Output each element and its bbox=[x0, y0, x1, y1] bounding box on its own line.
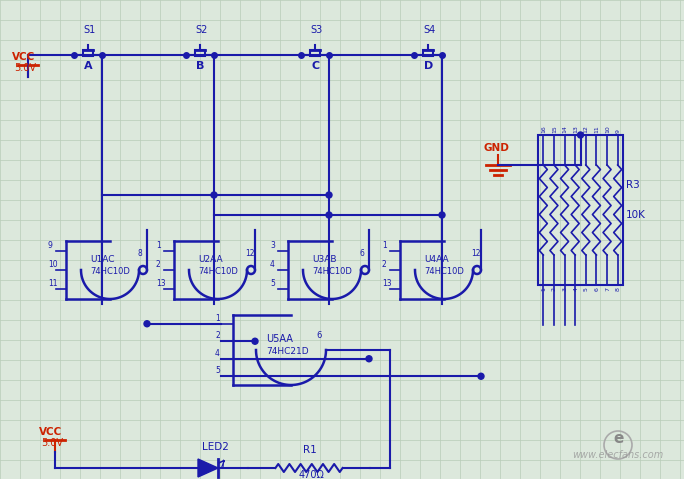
Text: U2AA: U2AA bbox=[198, 255, 222, 264]
Text: 1: 1 bbox=[541, 287, 547, 291]
Text: A: A bbox=[84, 61, 92, 71]
Text: 10K: 10K bbox=[626, 209, 646, 219]
Text: 3: 3 bbox=[562, 287, 568, 291]
Text: 5: 5 bbox=[270, 279, 275, 288]
Text: 74HC10D: 74HC10D bbox=[312, 267, 352, 276]
Text: 12: 12 bbox=[584, 125, 589, 133]
Text: 8: 8 bbox=[616, 287, 620, 291]
Text: VCC: VCC bbox=[39, 427, 62, 437]
Text: VCC: VCC bbox=[12, 52, 36, 62]
Text: LED2: LED2 bbox=[202, 442, 229, 452]
Text: 3: 3 bbox=[270, 240, 275, 250]
Text: 11: 11 bbox=[48, 279, 57, 288]
Circle shape bbox=[439, 212, 445, 218]
Text: 74HC10D: 74HC10D bbox=[198, 267, 238, 276]
Bar bbox=[195, 50, 205, 56]
Text: R3: R3 bbox=[626, 180, 640, 190]
Text: U5AA: U5AA bbox=[266, 334, 293, 344]
Text: 5.0V: 5.0V bbox=[14, 63, 36, 73]
Bar bbox=[538, 135, 623, 285]
Text: 13: 13 bbox=[382, 279, 392, 288]
Polygon shape bbox=[198, 459, 218, 477]
Text: 12: 12 bbox=[245, 249, 254, 258]
Text: 4: 4 bbox=[270, 260, 275, 269]
Text: 12: 12 bbox=[471, 249, 480, 258]
Text: 7: 7 bbox=[605, 287, 610, 291]
Text: 10: 10 bbox=[48, 260, 57, 269]
Bar bbox=[83, 50, 93, 56]
Circle shape bbox=[211, 192, 217, 198]
Text: 5.0V: 5.0V bbox=[41, 438, 63, 448]
Text: S4: S4 bbox=[423, 25, 435, 35]
Text: S3: S3 bbox=[310, 25, 322, 35]
Text: 1: 1 bbox=[382, 240, 386, 250]
Circle shape bbox=[478, 373, 484, 379]
Text: 6: 6 bbox=[594, 287, 599, 291]
Text: 6: 6 bbox=[316, 331, 321, 340]
Text: e: e bbox=[613, 431, 623, 446]
Text: 9: 9 bbox=[48, 240, 53, 250]
Text: 74HC10D: 74HC10D bbox=[90, 267, 130, 276]
Text: 8: 8 bbox=[137, 249, 142, 258]
Bar bbox=[423, 50, 433, 56]
Text: 2: 2 bbox=[382, 260, 386, 269]
Text: 11: 11 bbox=[594, 125, 599, 133]
Text: 1: 1 bbox=[215, 314, 220, 323]
Text: 13: 13 bbox=[573, 125, 578, 133]
Text: 2: 2 bbox=[156, 260, 161, 269]
Text: D: D bbox=[424, 61, 433, 71]
Circle shape bbox=[144, 321, 150, 327]
Text: S1: S1 bbox=[83, 25, 95, 35]
Text: R1: R1 bbox=[303, 445, 317, 455]
Circle shape bbox=[577, 132, 583, 138]
Text: www.elecfans.com: www.elecfans.com bbox=[572, 450, 663, 460]
Text: 5: 5 bbox=[215, 366, 220, 375]
Text: 470Ω: 470Ω bbox=[299, 470, 325, 479]
Text: GND: GND bbox=[484, 143, 510, 153]
Text: 74HC10D: 74HC10D bbox=[424, 267, 464, 276]
Text: 13: 13 bbox=[156, 279, 166, 288]
Text: 4: 4 bbox=[573, 287, 578, 291]
Text: 2: 2 bbox=[215, 331, 220, 340]
Text: B: B bbox=[196, 61, 205, 71]
Text: 10: 10 bbox=[605, 125, 610, 133]
Text: U1AC: U1AC bbox=[90, 255, 114, 264]
Text: 15: 15 bbox=[552, 125, 557, 133]
Text: C: C bbox=[311, 61, 319, 71]
Text: 6: 6 bbox=[359, 249, 364, 258]
Bar bbox=[310, 50, 320, 56]
Circle shape bbox=[326, 212, 332, 218]
Text: 5: 5 bbox=[584, 287, 589, 291]
Text: 2: 2 bbox=[552, 287, 557, 291]
Text: 14: 14 bbox=[562, 125, 568, 133]
Text: 4: 4 bbox=[215, 349, 220, 358]
Text: S2: S2 bbox=[195, 25, 207, 35]
Circle shape bbox=[366, 356, 372, 362]
Text: U3AB: U3AB bbox=[312, 255, 337, 264]
Text: 16: 16 bbox=[541, 125, 547, 133]
Text: 9: 9 bbox=[616, 129, 620, 133]
Text: 1: 1 bbox=[156, 240, 161, 250]
Text: 74HC21D: 74HC21D bbox=[266, 347, 308, 356]
Circle shape bbox=[326, 192, 332, 198]
Text: U4AA: U4AA bbox=[424, 255, 449, 264]
Circle shape bbox=[252, 338, 258, 344]
